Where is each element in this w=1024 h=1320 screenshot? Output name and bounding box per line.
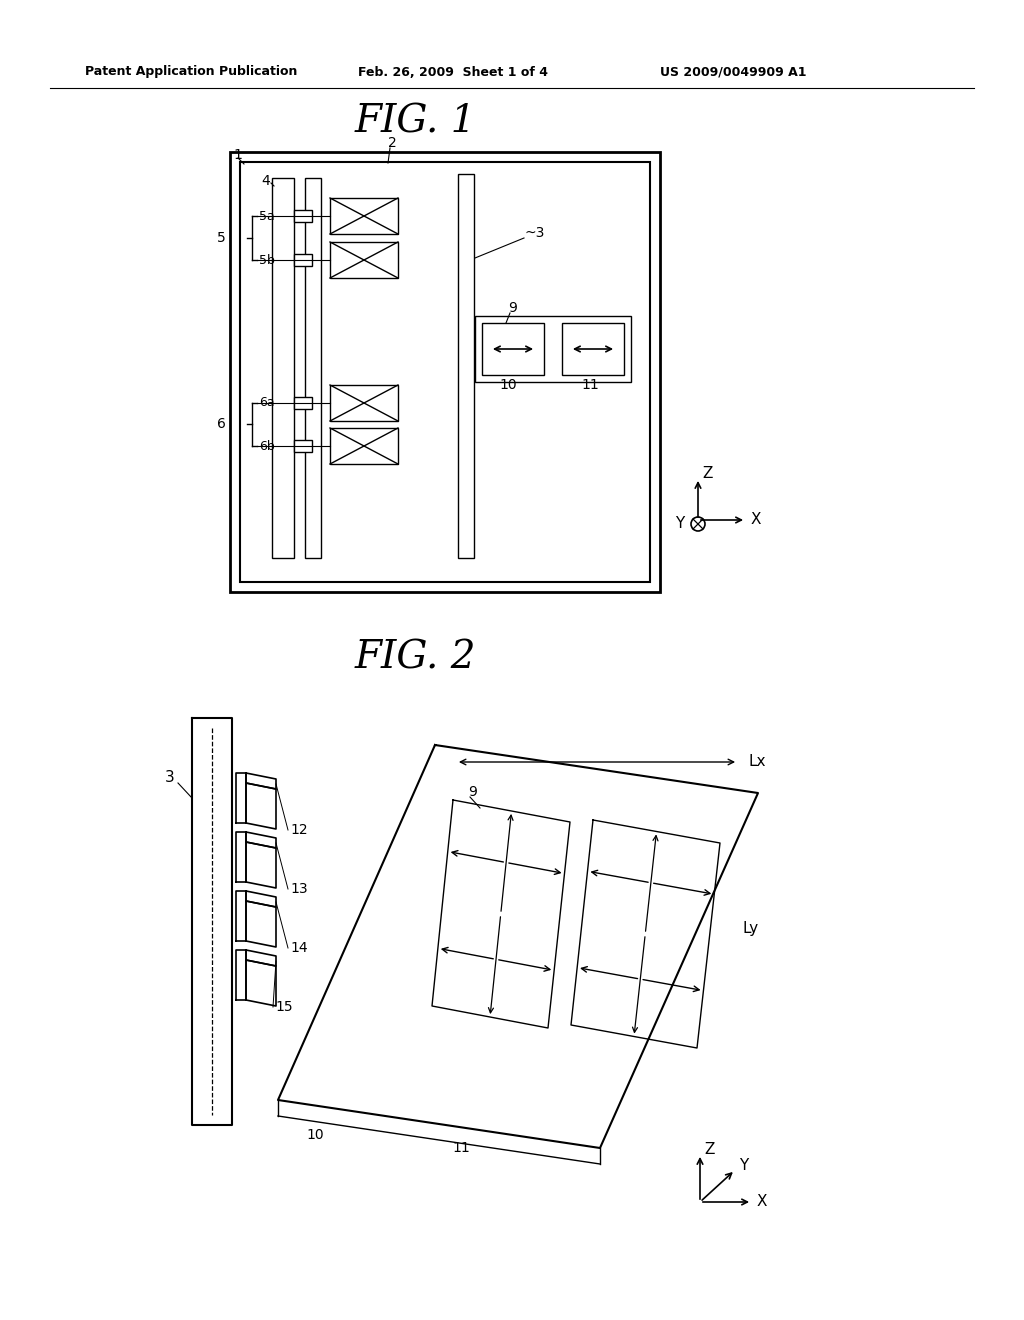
Text: 6a: 6a xyxy=(259,396,274,409)
Text: 6: 6 xyxy=(217,417,226,432)
Text: FIG. 1: FIG. 1 xyxy=(354,103,476,140)
Text: Y: Y xyxy=(675,516,684,532)
Bar xyxy=(562,323,624,375)
Circle shape xyxy=(691,517,705,531)
Text: Z: Z xyxy=(705,1142,715,1156)
Text: 9: 9 xyxy=(468,785,477,799)
Bar xyxy=(240,162,650,582)
Text: Feb. 26, 2009  Sheet 1 of 4: Feb. 26, 2009 Sheet 1 of 4 xyxy=(358,66,548,78)
Bar xyxy=(330,428,398,465)
Text: X: X xyxy=(751,512,762,528)
Text: Lx: Lx xyxy=(748,755,766,770)
Bar xyxy=(330,198,398,234)
Text: Y: Y xyxy=(739,1158,749,1172)
Text: 10: 10 xyxy=(499,378,517,392)
Text: 11: 11 xyxy=(582,378,599,392)
Text: 4: 4 xyxy=(261,174,270,187)
Text: 5b: 5b xyxy=(259,253,274,267)
Bar xyxy=(272,178,294,558)
Bar xyxy=(458,174,474,558)
Text: 15: 15 xyxy=(275,1001,293,1014)
Text: 5a: 5a xyxy=(259,210,274,223)
Text: 9: 9 xyxy=(508,301,517,315)
Bar xyxy=(294,253,312,267)
Text: X: X xyxy=(757,1195,768,1209)
Text: Patent Application Publication: Patent Application Publication xyxy=(85,66,297,78)
Bar xyxy=(294,210,312,222)
Bar xyxy=(230,152,660,591)
Text: Ly: Ly xyxy=(742,920,758,936)
Text: 6b: 6b xyxy=(259,440,274,453)
Text: 1: 1 xyxy=(233,148,242,162)
Bar xyxy=(294,440,312,451)
Text: US 2009/0049909 A1: US 2009/0049909 A1 xyxy=(660,66,807,78)
Text: 10: 10 xyxy=(306,1129,324,1142)
Bar xyxy=(475,315,631,381)
Text: Z: Z xyxy=(702,466,713,480)
Bar xyxy=(330,385,398,421)
Text: 14: 14 xyxy=(290,941,307,954)
Text: 2: 2 xyxy=(388,136,396,150)
Bar xyxy=(330,242,398,279)
Bar xyxy=(305,178,321,558)
Text: 12: 12 xyxy=(290,822,307,837)
Text: FIG. 2: FIG. 2 xyxy=(354,639,476,676)
Text: 3: 3 xyxy=(165,771,175,785)
Text: 13: 13 xyxy=(290,882,307,896)
Text: 5: 5 xyxy=(217,231,226,246)
Bar xyxy=(482,323,544,375)
Text: ~3: ~3 xyxy=(524,226,545,240)
Text: 11: 11 xyxy=(452,1140,470,1155)
Bar xyxy=(294,397,312,409)
